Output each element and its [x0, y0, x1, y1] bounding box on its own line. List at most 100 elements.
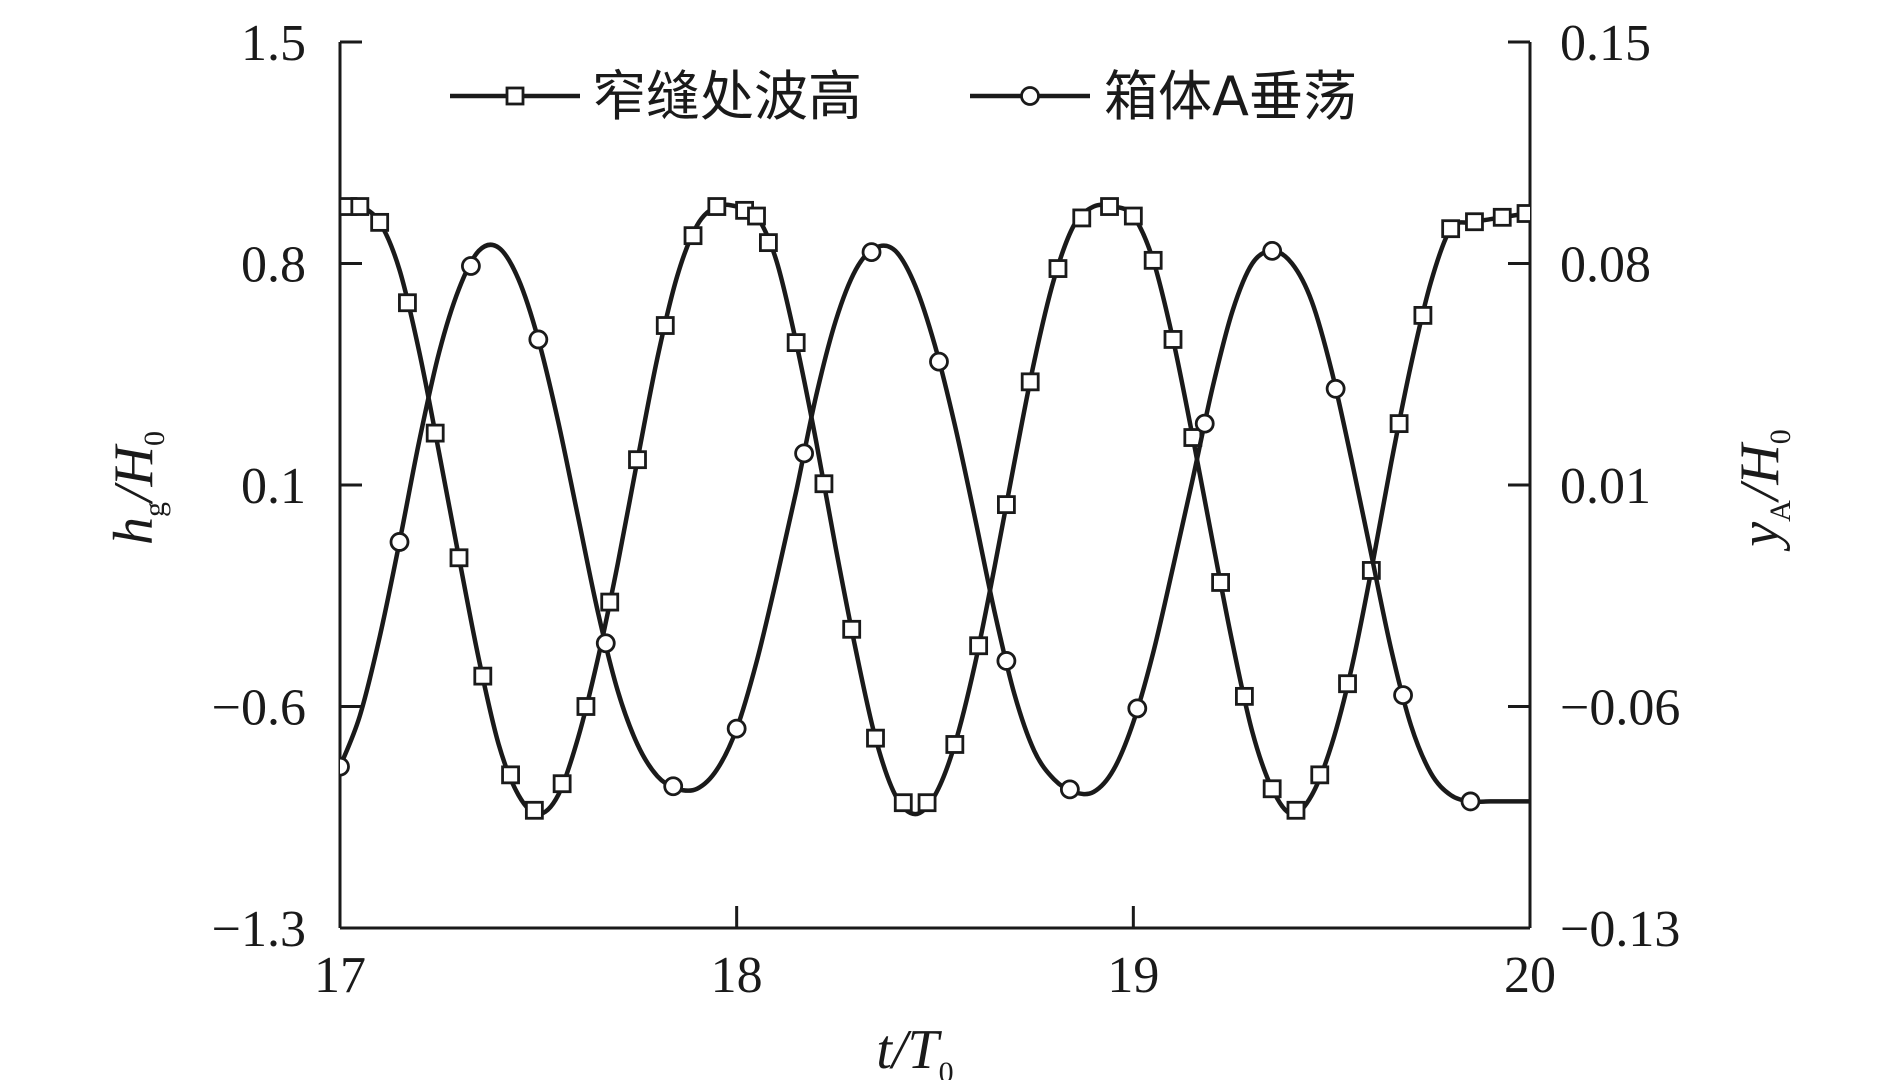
x-tick-label: 18: [711, 947, 763, 1004]
series-1-point: [997, 495, 1016, 515]
series-1-point: [1389, 414, 1409, 434]
series-1-point: [1100, 197, 1119, 216]
y-right-tick-label: 0.01: [1560, 458, 1651, 515]
y-right-title-sub2: 0: [1764, 429, 1797, 444]
y-left-tick-label: −1.3: [212, 901, 306, 958]
series-1-point: [1020, 372, 1040, 392]
x-tick-label: 20: [1504, 947, 1556, 1004]
y-left-axis-title: hg/H0: [103, 431, 171, 545]
svg-text:hg/H0: hg/H0: [103, 431, 171, 545]
y-left-title-tail: /H: [103, 443, 165, 505]
y-right-title-tail: /H: [1729, 442, 1791, 504]
series-1-point: [600, 592, 620, 612]
series-1-point: [1123, 206, 1143, 226]
series-1-point: [1413, 305, 1433, 325]
y-left-title-sub2: 0: [138, 431, 171, 446]
series-1-point: [1465, 212, 1484, 232]
series-layer: [340, 197, 1530, 820]
series-1-point: [866, 728, 885, 748]
legend-item-2: 箱体A垂荡: [970, 65, 1357, 128]
series-1-point: [425, 423, 445, 443]
series-1-point: [747, 206, 766, 226]
series-1-point: [683, 226, 703, 246]
series-1-point: [814, 474, 834, 494]
series-1-point: [1492, 207, 1512, 227]
y-right-title-sub1: A: [1764, 500, 1797, 522]
series-2-point: [595, 633, 616, 654]
series-2: [340, 240, 1530, 812]
series-1-point: [842, 619, 862, 639]
series-1-point: [917, 793, 937, 813]
series-1-point: [1516, 204, 1530, 223]
series-2-point: [460, 256, 481, 276]
y-left-tick-label: 1.5: [241, 15, 306, 72]
x-axis-title-main: t/T: [876, 1019, 942, 1080]
series-1-point: [1235, 686, 1254, 706]
series-1-point: [628, 450, 647, 470]
series-1-point: [1072, 208, 1092, 228]
series-1-point: [1211, 573, 1230, 592]
series-1-point: [1262, 779, 1282, 799]
series-1-point: [501, 765, 520, 785]
series-1-point: [552, 774, 572, 794]
series-2-point: [340, 756, 350, 777]
y-right-tick-label: −0.13: [1560, 901, 1680, 958]
series-1-point: [1143, 250, 1163, 270]
series-1-point: [707, 197, 727, 216]
legend-marker-square: [505, 86, 525, 106]
series-1-point: [969, 636, 989, 656]
legend: 窄缝处波高 箱体A垂荡: [450, 65, 1357, 128]
series-2-point: [1194, 413, 1215, 434]
series-2-point: [1127, 698, 1148, 719]
series-2-point: [663, 776, 684, 797]
series-1-point: [576, 697, 596, 716]
legend-label: 窄缝处波高: [592, 65, 862, 128]
series-2-line: [340, 242, 1530, 805]
svg-text:yA/H0: yA/H0: [1729, 429, 1797, 552]
series-2-point: [726, 718, 747, 739]
series-2-point: [1460, 791, 1481, 812]
y-left-tick-label: −0.6: [212, 680, 306, 737]
y-right-axis-title: yA/H0: [1729, 429, 1797, 552]
series-1-point: [350, 197, 370, 216]
series-2-point: [794, 443, 814, 464]
series-1-point: [786, 333, 806, 353]
legend-item-1: 窄缝处波高: [450, 65, 862, 128]
series-1-point: [449, 548, 469, 568]
series-2-point: [861, 242, 882, 263]
series-1-point: [655, 316, 675, 335]
y-left-title-main: h: [103, 517, 165, 545]
series-1-point: [1310, 765, 1330, 785]
y-right-tick-label: −0.06: [1560, 680, 1680, 737]
y-left-tick-label: 0.1: [241, 458, 306, 515]
series-1-point: [473, 666, 493, 686]
series-1-point: [1163, 330, 1183, 349]
x-tick-label: 17: [314, 947, 366, 1004]
series-2-point: [929, 351, 949, 372]
y-right-title-main: y: [1729, 522, 1791, 552]
series-1-point: [945, 735, 965, 754]
x-axis-title-sub: 0: [939, 1056, 954, 1080]
series-2-point: [1262, 240, 1283, 261]
series-1-point: [524, 800, 544, 820]
series-1-point: [398, 293, 417, 313]
series-1-point: [893, 793, 913, 813]
series-1-point: [1441, 219, 1461, 239]
series-1-point: [1286, 800, 1306, 820]
series-1-point: [1338, 674, 1357, 694]
series-2-point: [389, 532, 410, 552]
series-1: [340, 197, 1530, 820]
series-1-point: [1048, 259, 1068, 278]
y-right-tick-label: 0.08: [1560, 237, 1651, 294]
series-2-point: [1059, 779, 1080, 800]
legend-label: 箱体A垂荡: [1104, 65, 1357, 128]
series-2-point: [528, 329, 549, 350]
series-2-point: [1393, 685, 1413, 706]
series-2-point: [996, 651, 1017, 671]
series-1-point: [759, 233, 778, 253]
series-2-point: [1325, 378, 1346, 399]
x-axis-title: t/T0: [876, 1019, 953, 1080]
x-tick-label: 19: [1107, 947, 1159, 1004]
ticks: 17 18 19 20 1.5 0.8 0.1 −0.6 −1.3 0.15 0.08 0.01 −0.…: [212, 15, 1681, 1004]
